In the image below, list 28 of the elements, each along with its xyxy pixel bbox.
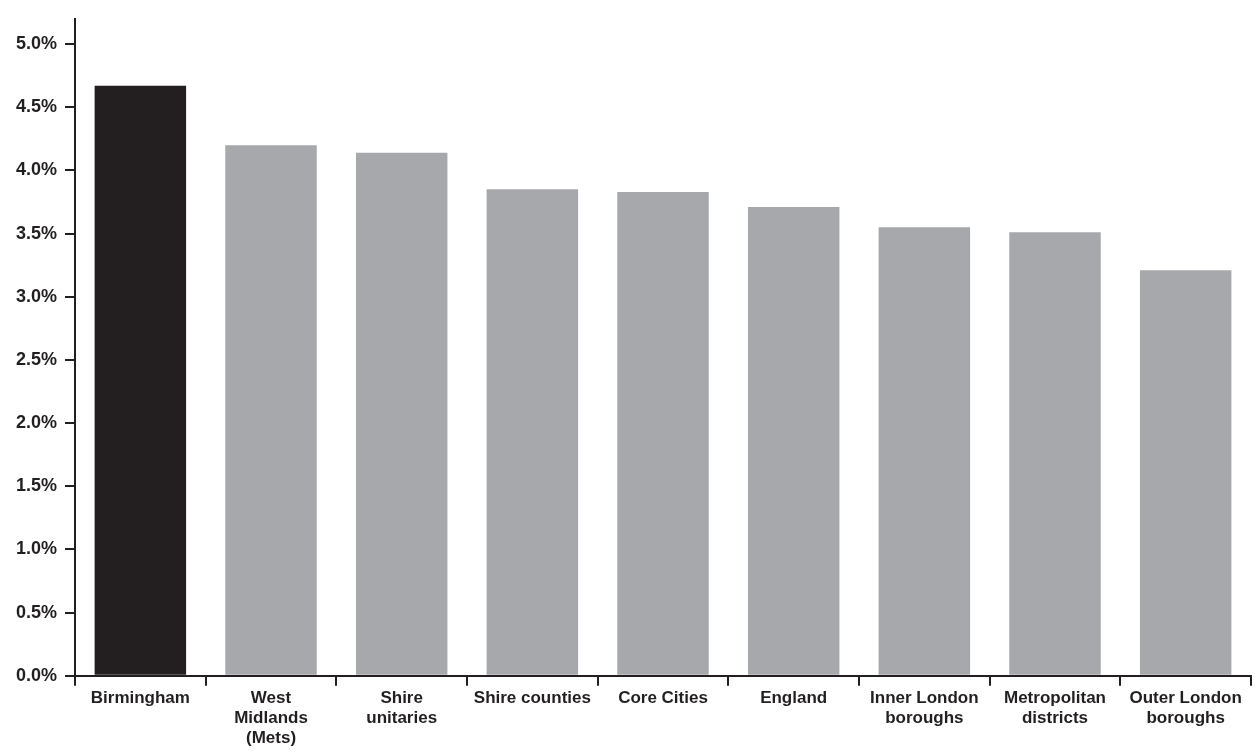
y-tick-label: 0.5% [16, 601, 58, 622]
bar [486, 189, 579, 675]
bar [1009, 232, 1101, 675]
bar [1139, 270, 1232, 675]
y-tick-label: 4.5% [16, 96, 58, 117]
x-tick-label: West Midlands (Mets) [234, 687, 308, 748]
bar [617, 191, 709, 675]
bar [225, 145, 317, 675]
y-tick-label: 1.0% [16, 538, 58, 559]
y-tick-label: 2.5% [16, 348, 58, 369]
y-tick-label: 3.0% [16, 285, 58, 306]
bar [878, 227, 971, 675]
x-tick-label: Inner London boroughs [870, 687, 979, 728]
y-tick-label: 5.0% [16, 33, 58, 54]
x-tick-label: Shire counties [473, 687, 591, 707]
y-tick-label: 4.0% [16, 159, 58, 180]
y-tick-label: 0.0% [16, 664, 58, 685]
x-tick-label: Metropolitan districts [1004, 687, 1106, 728]
x-tick-label: Core Cities [618, 687, 708, 707]
x-tick-label: England [760, 687, 828, 707]
x-tick-label: Birmingham [90, 687, 190, 707]
y-tick-label: 2.0% [16, 412, 58, 433]
bar [355, 152, 448, 675]
bar [747, 207, 840, 675]
x-tick-label: Outer London boroughs [1129, 687, 1242, 728]
y-tick-label: 3.5% [16, 222, 58, 243]
y-tick-label: 1.5% [16, 475, 58, 496]
x-tick-label: Shire unitaries [366, 687, 438, 728]
